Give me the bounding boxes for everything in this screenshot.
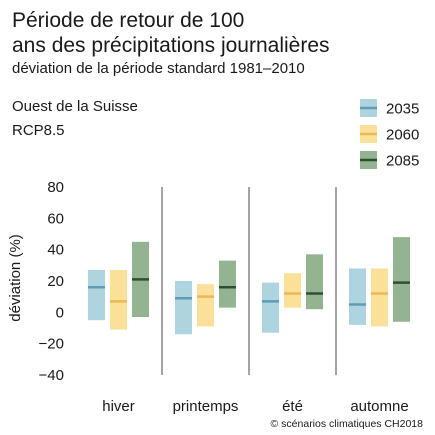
chart-bars <box>88 237 410 335</box>
y-tick-label: 80 <box>47 179 64 196</box>
range-bar-2085-automne <box>393 237 410 322</box>
y-tick-label: 0 <box>56 304 64 321</box>
copyright-notice: © scénarios climatiques CH2018 <box>270 418 423 430</box>
range-bar-2035-automne <box>349 268 366 325</box>
category-label: été <box>282 398 303 415</box>
legend-label: 2085 <box>386 153 419 170</box>
y-tick-label: −20 <box>39 336 64 353</box>
chart-legend: 2035 2060 2085 <box>360 99 419 170</box>
range-bar-2060-été <box>284 273 301 308</box>
range-bar-2035-printemps <box>175 281 192 335</box>
y-axis-label: déviation (%) <box>7 234 24 322</box>
range-bar-2060-printemps <box>197 284 214 327</box>
chart-title-line-1: Période de retour de 100 <box>12 9 245 32</box>
legend-label: 2060 <box>386 127 419 144</box>
range-bar-2085-printemps <box>219 260 236 308</box>
legend-label: 2035 <box>386 101 419 118</box>
category-label: automne <box>350 398 408 415</box>
chart-title-line-2: ans des précipitations journalières <box>12 34 330 57</box>
y-tick-label: 40 <box>47 242 64 259</box>
range-bar-2035-hiver <box>88 270 105 321</box>
range-bar-2060-hiver <box>110 270 127 330</box>
y-tick-label: 20 <box>47 273 64 290</box>
y-axis-ticks: 80 60 40 20 0 −20 −40 <box>39 179 64 384</box>
y-tick-label: −40 <box>39 367 64 384</box>
scenario-label: RCP8.5 <box>12 122 65 139</box>
category-label: hiver <box>102 398 135 415</box>
chart-grid <box>161 187 337 375</box>
category-label: printemps <box>173 398 239 415</box>
chart-title: Période de retour de 100 ans des précipi… <box>12 8 330 58</box>
range-bar-2085-été <box>306 254 323 310</box>
x-axis-categories: hiver printemps été automne <box>102 398 408 415</box>
range-bar-2060-automne <box>371 268 388 327</box>
y-tick-label: 60 <box>47 210 64 227</box>
range-bar-2035-été <box>262 282 279 333</box>
chart-subtitle: déviation de la période standard 1981–20… <box>12 60 305 77</box>
region-label: Ouest de la Suisse <box>12 98 138 115</box>
